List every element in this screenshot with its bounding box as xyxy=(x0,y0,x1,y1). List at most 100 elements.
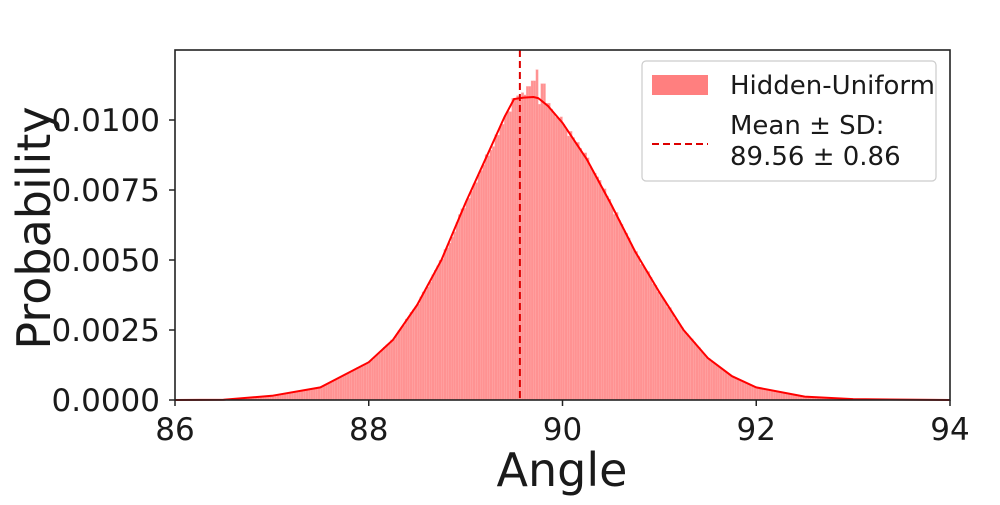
histogram-bar xyxy=(296,391,298,400)
histogram-bar xyxy=(652,284,654,400)
histogram-bar xyxy=(671,313,673,400)
histogram-bar xyxy=(705,357,707,400)
histogram-bar xyxy=(657,292,659,400)
histogram-bar xyxy=(461,209,463,400)
histogram-bar xyxy=(429,282,431,400)
histogram-bar xyxy=(432,275,434,400)
x-tick-label: 86 xyxy=(155,412,194,448)
histogram-bar xyxy=(625,233,627,400)
y-tick-label: 0.0050 xyxy=(52,243,160,279)
histogram-bar xyxy=(386,345,388,400)
histogram-bar xyxy=(570,131,572,400)
histogram-bar xyxy=(734,378,736,400)
histogram-bar xyxy=(509,112,511,400)
histogram-bar xyxy=(696,346,698,400)
histogram-bar xyxy=(555,117,557,400)
legend-label-histogram: Hidden-Uniform xyxy=(730,71,935,101)
histogram-bar xyxy=(611,207,613,400)
histogram-bar xyxy=(623,231,625,400)
histogram-bar xyxy=(718,366,720,400)
histogram-bar xyxy=(536,70,538,400)
histogram-bar xyxy=(439,260,441,400)
histogram-bar xyxy=(749,385,751,400)
histogram-bar xyxy=(328,383,330,400)
histogram-bar xyxy=(720,368,722,400)
histogram-bar xyxy=(480,171,482,400)
histogram-bar xyxy=(424,290,426,400)
histogram-bar xyxy=(667,307,669,400)
histogram-bar xyxy=(383,347,385,400)
histogram-bar xyxy=(337,378,339,400)
histogram-bar xyxy=(592,170,594,400)
histogram-bar xyxy=(582,154,584,400)
histogram-bar xyxy=(388,344,390,400)
histogram-bar xyxy=(410,312,412,400)
histogram-bar xyxy=(609,199,611,400)
histogram-bar xyxy=(703,354,705,400)
histogram-bar xyxy=(475,183,477,400)
histogram-bar xyxy=(594,173,596,400)
histogram-bar xyxy=(759,388,761,400)
histogram-bar xyxy=(732,377,734,400)
histogram-bar xyxy=(347,373,349,400)
histogram-bar xyxy=(727,374,729,400)
histogram-bar xyxy=(500,126,502,400)
histogram-bar xyxy=(669,308,671,400)
histogram-bar xyxy=(541,84,543,400)
histogram-bar xyxy=(725,372,727,400)
histogram-bar xyxy=(395,335,397,400)
histogram-bar xyxy=(403,325,405,400)
histogram-bar xyxy=(330,382,332,400)
histogram-bar xyxy=(427,287,429,400)
histogram-bar xyxy=(434,270,436,400)
histogram-bar xyxy=(437,266,439,400)
histogram-bar xyxy=(417,304,419,400)
histogram-bar xyxy=(618,220,620,400)
histogram-bar xyxy=(526,86,528,400)
histogram-bar xyxy=(628,238,630,400)
histogram-bar xyxy=(289,393,291,400)
histogram-bar xyxy=(408,317,410,400)
histogram-bar xyxy=(768,390,770,400)
histogram-bar xyxy=(492,147,494,400)
histogram-bar xyxy=(420,297,422,400)
histogram-bar xyxy=(320,387,322,400)
histogram-bar xyxy=(441,259,443,400)
histogram-bar xyxy=(715,365,717,400)
histogram-bar xyxy=(458,215,460,400)
histogram-bar xyxy=(313,388,315,400)
histogram-bar xyxy=(640,264,642,400)
histogram-bar xyxy=(747,384,749,400)
histogram-bar xyxy=(473,184,475,400)
histogram-bar xyxy=(359,366,361,400)
histogram-bar xyxy=(642,267,644,400)
histogram-bar xyxy=(398,331,400,400)
histogram-bar xyxy=(364,364,366,400)
x-axis-label: Angle xyxy=(497,443,628,497)
histogram-bar xyxy=(502,124,504,400)
histogram-bar xyxy=(659,295,661,400)
histogram-bar xyxy=(754,387,756,400)
histogram-bar xyxy=(664,302,666,400)
histogram-bar xyxy=(577,142,579,400)
histogram-bar xyxy=(516,96,518,400)
histogram-bar xyxy=(589,167,591,400)
histogram-bar xyxy=(575,143,577,400)
histogram-bar xyxy=(332,380,334,400)
histogram-bar xyxy=(764,389,766,400)
histogram-bar xyxy=(681,328,683,400)
histogram-bar xyxy=(533,81,535,400)
histogram-bar xyxy=(560,117,562,400)
histogram-bar xyxy=(294,392,296,400)
histogram-bar xyxy=(514,99,516,400)
y-tick-label: 0.0100 xyxy=(52,103,160,139)
histogram-bar xyxy=(565,129,567,400)
histogram-bar xyxy=(691,339,693,400)
histogram-bar xyxy=(340,377,342,400)
histogram-bar xyxy=(529,86,531,400)
histogram-bar xyxy=(686,334,688,400)
y-axis-label: Probability xyxy=(7,106,61,349)
histogram-bar xyxy=(323,386,325,400)
